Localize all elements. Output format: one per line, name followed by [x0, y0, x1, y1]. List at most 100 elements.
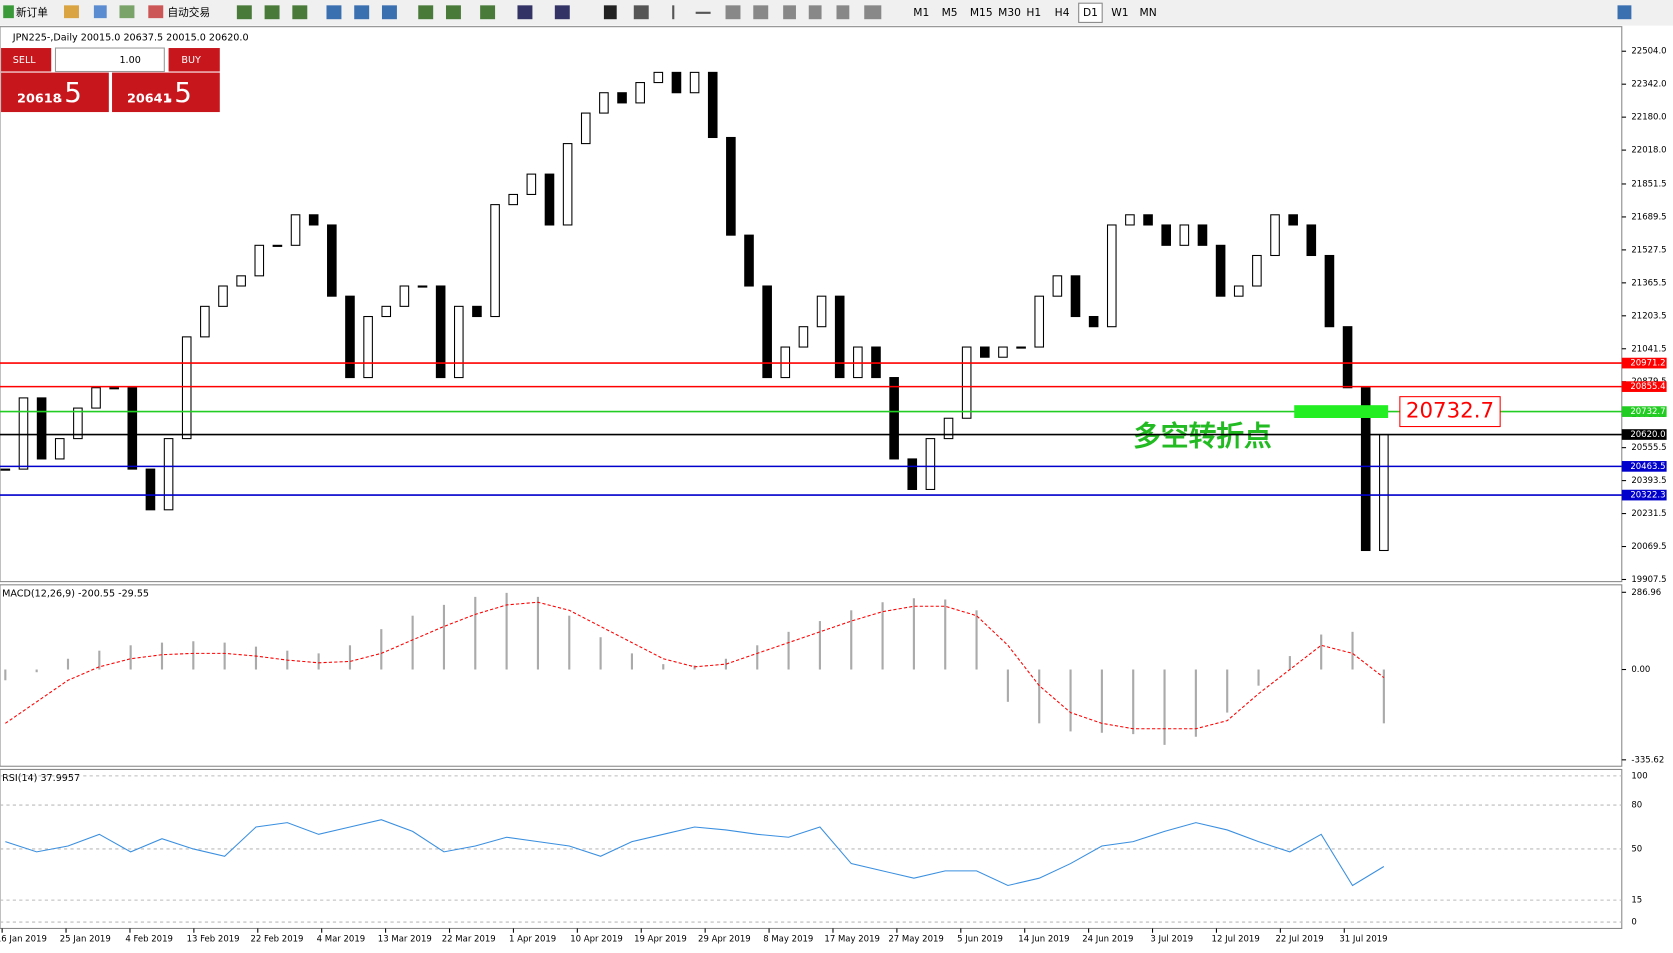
- timeframe-button[interactable]: M15: [970, 6, 993, 19]
- candle: [453, 305, 464, 379]
- toolbar-icon[interactable]: [236, 5, 252, 20]
- candle: [1379, 433, 1389, 552]
- level-label: 20620.0: [1630, 430, 1665, 440]
- candle: [272, 244, 283, 247]
- toolbar-icon[interactable]: [64, 5, 79, 19]
- candle: [1342, 326, 1353, 389]
- timeframe-button[interactable]: D1: [1083, 6, 1098, 19]
- candle: [798, 326, 809, 348]
- sell-price[interactable]: 20618: [17, 92, 62, 107]
- candle: [1106, 224, 1117, 328]
- x-tick-label: 24 Jun 2019: [1082, 935, 1133, 945]
- arrows-tool[interactable]: [864, 5, 882, 20]
- sell-price-box[interactable]: [1, 72, 109, 113]
- toolbar-icon[interactable]: [517, 5, 533, 20]
- candle: [145, 468, 156, 511]
- auto-trading-icon[interactable]: [148, 5, 164, 19]
- timeframe-button[interactable]: MN: [1140, 6, 1157, 19]
- x-tick-label: 14 Jun 2019: [1018, 935, 1069, 945]
- rsi-tick-label: 100: [1631, 771, 1647, 781]
- sell-price-pip[interactable]: .5: [55, 76, 81, 109]
- y-tick-label: 20069.5: [1631, 542, 1666, 552]
- candle: [671, 71, 682, 94]
- lots-value[interactable]: 1.00: [119, 55, 140, 66]
- timeframe-button[interactable]: W1: [1111, 6, 1128, 19]
- candle: [363, 315, 373, 379]
- hline[interactable]: [695, 11, 711, 14]
- candle: [943, 417, 954, 440]
- zoom-out[interactable]: [354, 5, 370, 20]
- annotation-box: [1399, 396, 1501, 428]
- label-tool[interactable]: [836, 5, 850, 20]
- channel[interactable]: [753, 5, 769, 20]
- candle: [653, 71, 664, 84]
- lots-input[interactable]: [54, 47, 165, 73]
- level-label: 20855.4: [1630, 382, 1665, 392]
- candle: [599, 92, 609, 114]
- buy-button[interactable]: [168, 48, 220, 72]
- buy-price[interactable]: 20641: [127, 92, 172, 107]
- candle: [345, 295, 355, 379]
- vline[interactable]: [672, 5, 675, 20]
- candle: [707, 71, 718, 139]
- candle: [562, 143, 573, 226]
- annotation-text: 多空转折点: [1133, 420, 1272, 453]
- candle: [254, 244, 265, 277]
- new-order-button[interactable]: 新订单: [16, 6, 48, 19]
- x-tick-label: 10 Apr 2019: [570, 935, 623, 945]
- level-label-box: [1621, 461, 1667, 472]
- candle: [109, 387, 119, 390]
- candle: [961, 346, 972, 419]
- x-tick-label: 1 Apr 2019: [509, 935, 556, 945]
- cursor[interactable]: [603, 5, 617, 20]
- candle: [399, 285, 410, 307]
- zoom-in[interactable]: [326, 5, 342, 20]
- level-label-box: [1621, 381, 1667, 392]
- candle: [127, 387, 138, 470]
- level-label: 20971.2: [1630, 359, 1665, 369]
- trendline[interactable]: [725, 5, 741, 20]
- buy-label[interactable]: BUY: [181, 55, 201, 66]
- fibo[interactable]: [783, 5, 796, 20]
- timeframe-button[interactable]: H1: [1026, 6, 1041, 19]
- main-chart: [0, 26, 1623, 583]
- rsi-tick-label: 80: [1631, 801, 1642, 811]
- toolbar-icon[interactable]: [554, 5, 570, 20]
- candle: [726, 136, 736, 236]
- auto-trading-button[interactable]: 自动交易: [168, 6, 211, 19]
- timeframe-button[interactable]: M5: [942, 6, 958, 19]
- y-tick-label: 20231.5: [1631, 509, 1666, 519]
- toolbar-icon[interactable]: [93, 5, 107, 19]
- toolbar-icon[interactable]: [480, 5, 496, 20]
- sell-button[interactable]: [1, 48, 52, 72]
- candle: [18, 397, 29, 470]
- candle: [381, 305, 392, 318]
- timeframe-button[interactable]: H4: [1055, 6, 1070, 19]
- macd-header: MACD(12,26,9) -200.55 -29.55: [2, 588, 149, 599]
- buy-price-box[interactable]: [112, 72, 220, 113]
- x-tick-label: 22 Jul 2019: [1275, 935, 1323, 945]
- search[interactable]: [1617, 5, 1632, 20]
- x-tick-label: 4 Feb 2019: [125, 935, 173, 945]
- toolbar-icon[interactable]: [119, 5, 135, 19]
- candle: [308, 214, 319, 226]
- crosshair[interactable]: [633, 5, 649, 20]
- tile[interactable]: [381, 5, 397, 20]
- new-order-icon[interactable]: [3, 5, 14, 19]
- x-tick-label: 3 Jul 2019: [1150, 935, 1193, 945]
- toolbar-icon[interactable]: [445, 5, 461, 20]
- toolbar-icon[interactable]: [264, 5, 280, 20]
- candle: [1270, 214, 1280, 257]
- y-tick-label: 21527.5: [1631, 245, 1666, 255]
- level-label: 20463.5: [1630, 462, 1665, 472]
- toolbar-icon[interactable]: [292, 5, 308, 20]
- text-tool[interactable]: [808, 5, 822, 20]
- timeframe-button[interactable]: M1: [913, 6, 929, 19]
- toolbar-icon[interactable]: [418, 5, 434, 20]
- timeframe-button[interactable]: M30: [998, 6, 1021, 19]
- buy-price-pip[interactable]: .5: [165, 76, 191, 109]
- candle: [1034, 295, 1045, 348]
- x-tick-label: 8 May 2019: [763, 935, 813, 945]
- sell-label[interactable]: SELL: [13, 55, 36, 66]
